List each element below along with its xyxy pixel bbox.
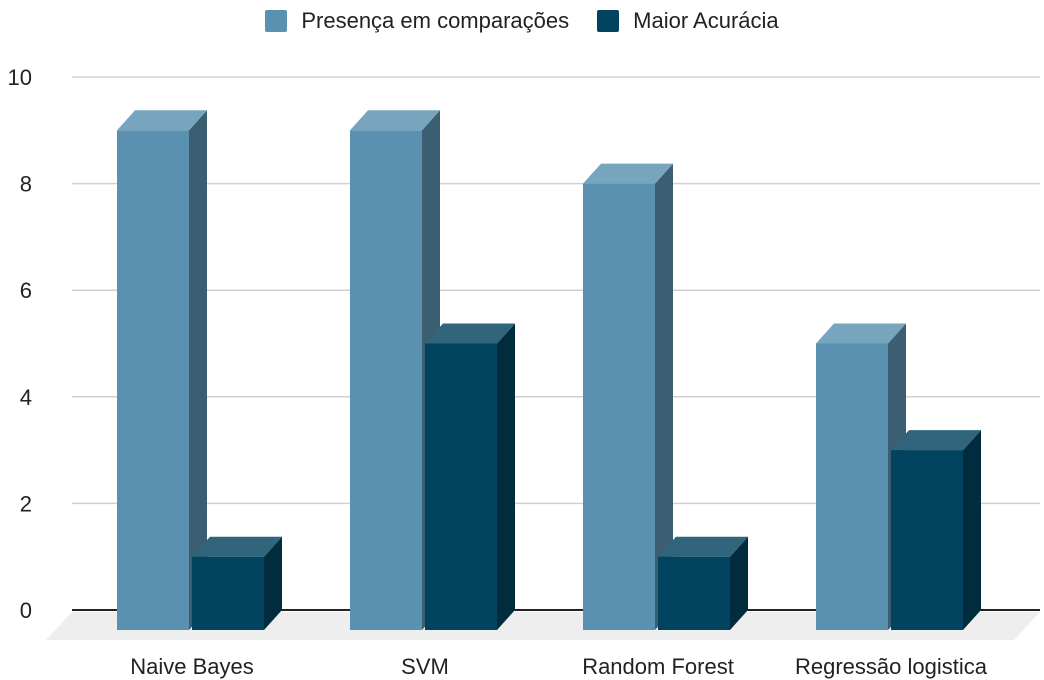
bar-top [192, 536, 282, 557]
x-category-label: Naive Bayes [130, 654, 254, 679]
floor-plane [46, 612, 1040, 640]
x-category-label: Random Forest [582, 654, 734, 679]
bar-front [583, 183, 655, 630]
bar-acuracia-1[interactable] [425, 323, 515, 631]
x-category-label: SVM [401, 654, 449, 679]
bar-top [891, 430, 981, 451]
y-tick-label: 4 [20, 385, 32, 410]
bar-top [583, 163, 673, 184]
y-axis-ticks: 0 2 4 6 8 10 [8, 65, 32, 623]
bar-top [425, 323, 515, 344]
chart-floor [46, 612, 1040, 640]
bar-presenca-2[interactable] [583, 163, 673, 630]
x-category-label: Regressão logistica [795, 654, 988, 679]
bar-top [816, 323, 906, 344]
bar-top [350, 110, 440, 131]
legend-label-series-2: Maior Acurácia [633, 8, 779, 33]
legend-swatch-series-1 [265, 10, 288, 32]
bar-top [658, 536, 748, 557]
bar-acuracia-0[interactable] [192, 536, 282, 630]
bar-front [816, 343, 888, 630]
legend-swatch-series-2 [597, 10, 620, 32]
chart-legend: Presença em comparações Maior Acurácia [0, 8, 1044, 34]
legend-item-series-2[interactable]: Maior Acurácia [597, 8, 779, 34]
bar-acuracia-3[interactable] [891, 430, 981, 630]
y-tick-label: 8 [20, 172, 32, 197]
legend-label-series-1: Presença em comparações [301, 8, 570, 33]
bar-top [117, 110, 207, 131]
y-tick-label: 0 [20, 598, 32, 623]
bars [117, 110, 981, 631]
bar-presenca-0[interactable] [117, 110, 207, 631]
bar-side [730, 536, 748, 630]
bar-front [658, 556, 730, 630]
bar-acuracia-2[interactable] [658, 536, 748, 630]
bar-side [189, 110, 207, 631]
bar-front [891, 450, 963, 630]
bar-front [350, 130, 422, 631]
bar-side [963, 430, 981, 630]
bar-side [264, 536, 282, 630]
bar-presenca-3[interactable] [816, 323, 906, 631]
bar-front [117, 130, 189, 631]
y-tick-label: 10 [8, 65, 32, 90]
legend-item-series-1[interactable]: Presença em comparações [265, 8, 569, 34]
bar-side [497, 323, 515, 630]
bar-front [425, 343, 497, 630]
y-tick-label: 6 [20, 278, 32, 303]
bar-side [655, 163, 673, 630]
bar-front [192, 556, 264, 630]
x-axis-labels: Naive Bayes SVM Random Forest Regressão log… [130, 654, 988, 679]
y-tick-label: 2 [20, 491, 32, 516]
